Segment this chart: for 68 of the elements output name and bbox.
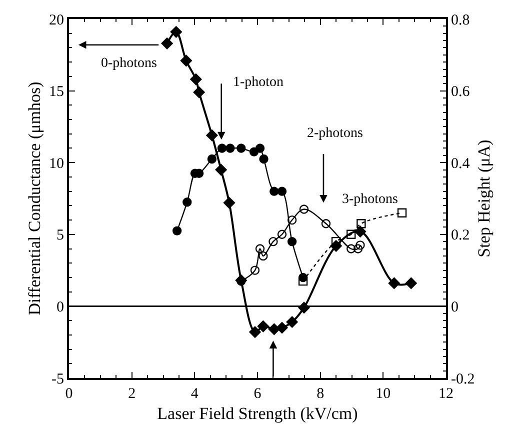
point [180,54,192,66]
point [388,277,400,290]
y-tick-label: 5 [56,228,64,244]
point [217,144,227,153]
y2-tick-label: 0.2 [451,228,470,244]
point [255,244,265,254]
point [277,230,287,239]
point [331,236,341,246]
point [190,74,202,86]
point [258,251,268,261]
point [259,154,268,164]
point [270,186,279,196]
point [170,26,182,38]
point [356,240,365,250]
y2-axis-title: Step Height (μA) [474,140,494,258]
point [397,208,407,218]
point [299,204,309,214]
y-axis-title: Differential Conductance (μmhos) [25,82,44,316]
y-tick-label: 20 [49,12,64,28]
point [223,197,236,209]
point [206,130,218,142]
y2-tick-label: -0.2 [451,371,475,388]
point [298,276,308,286]
point [346,244,356,254]
point [287,215,297,225]
point [182,197,192,207]
point [215,164,227,176]
annotation: 0-photons [101,56,157,71]
x-tick-label: 2 [128,386,136,402]
annotation: 2-photons [307,126,363,141]
point [255,144,265,153]
point [257,320,269,332]
point [268,323,280,335]
annotation: 1-photon [233,75,284,90]
y2-tick-label: 0.6 [451,84,470,100]
point [277,186,287,196]
point [321,219,331,228]
point [354,226,366,238]
point [161,38,173,50]
point [193,86,205,98]
point [405,277,417,290]
x-tick-label: 12 [438,386,454,402]
x-tick-label: 8 [316,386,324,402]
point [207,154,217,164]
x-axis-title: Laser Field Strength (kV/cm) [157,404,358,423]
point [236,144,246,153]
point [353,244,363,254]
x-tick-label: 6 [254,386,262,402]
y-tick-label: -5 [52,371,64,388]
annotation: 3-photons [342,192,398,207]
y2-tick-label: 0 [451,299,458,316]
point [172,226,182,236]
point [276,322,288,334]
point [287,236,297,246]
y-tick-label: 0 [56,299,64,316]
point [249,326,261,338]
point [346,230,356,239]
x-tick-label: 10 [376,386,391,402]
y-tick-label: 10 [49,156,64,172]
x-tick-label: 4 [190,386,199,402]
y2-tick-label: 0.4 [451,156,470,172]
point [226,144,235,153]
y-tick-label: 15 [49,84,64,100]
point [356,219,366,228]
point [268,236,278,246]
point [286,316,298,328]
point [250,266,260,275]
y2-tick-label: 0.8 [451,12,470,28]
